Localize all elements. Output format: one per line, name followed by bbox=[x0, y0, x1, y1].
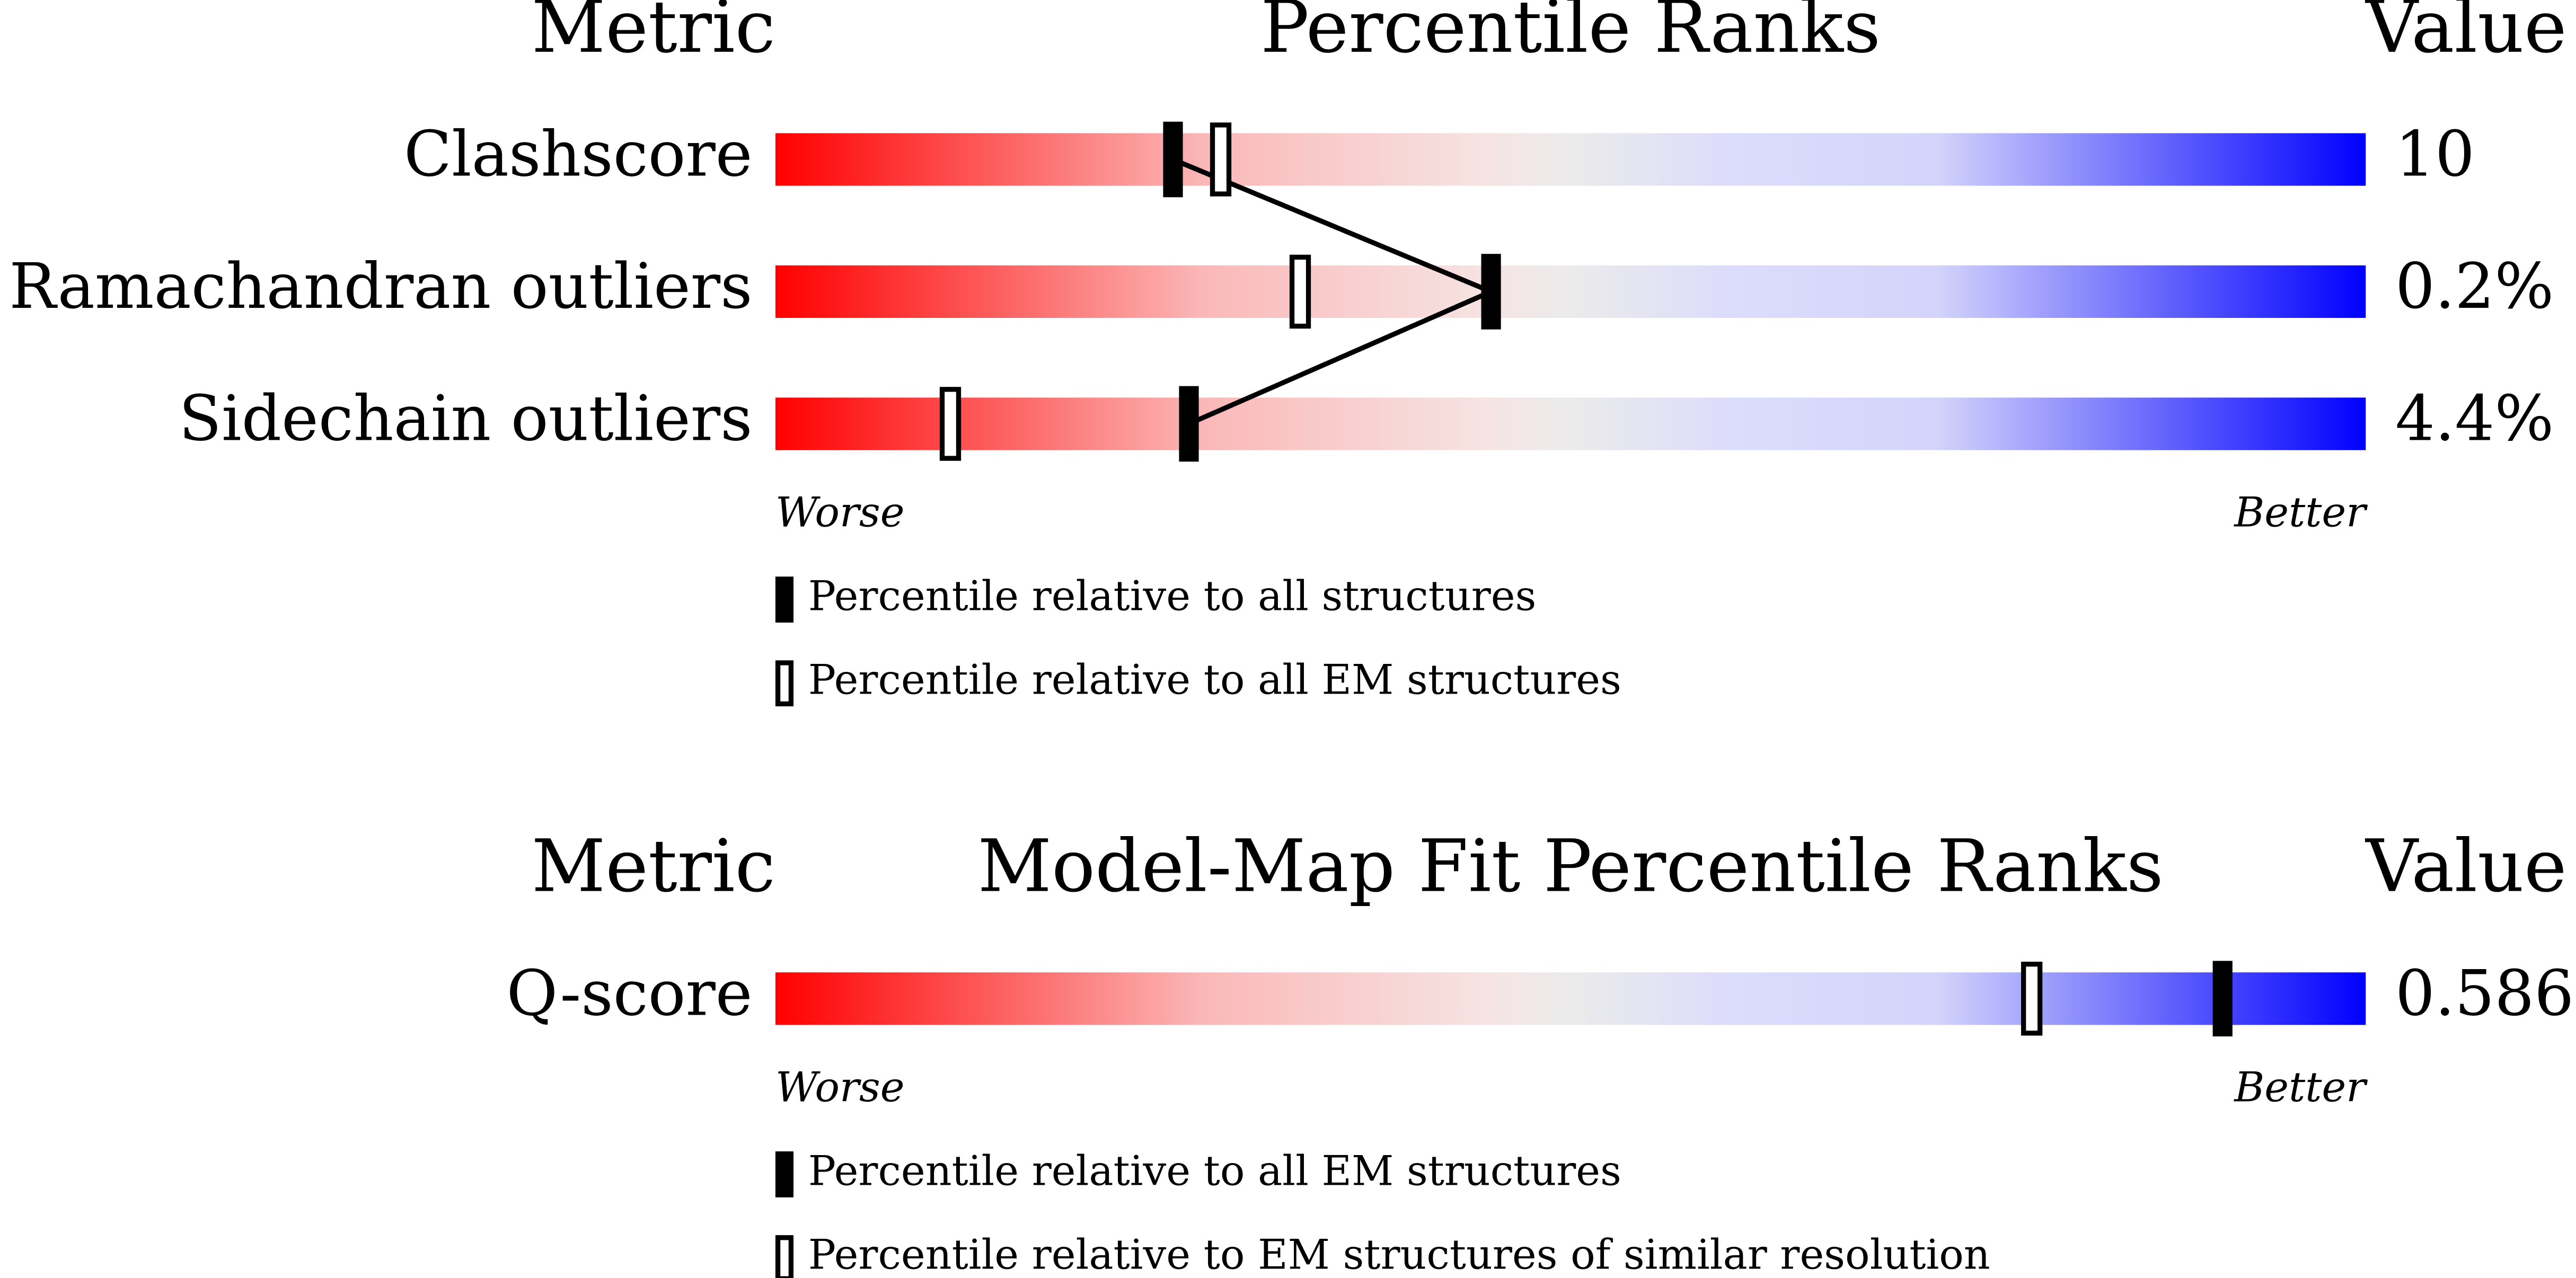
slider-bar bbox=[775, 397, 2366, 450]
percentile-marker bbox=[2212, 961, 2233, 1037]
legend-swatch bbox=[775, 1235, 794, 1278]
percentile-marker bbox=[1163, 121, 1183, 198]
legend-label: Percentile relative to all structures bbox=[808, 573, 1536, 620]
percentile-marker bbox=[1481, 254, 1501, 330]
value-header: Value bbox=[2365, 824, 2566, 909]
metric-value: 0.2% bbox=[2395, 250, 2554, 323]
slider-bar bbox=[775, 972, 2366, 1025]
metric-label: Q-score bbox=[507, 957, 753, 1030]
metric-header: Metric bbox=[532, 824, 775, 909]
percentile-marker-open bbox=[2021, 962, 2043, 1036]
better-label: Better bbox=[2233, 489, 2368, 537]
worse-label: Worse bbox=[775, 1063, 905, 1111]
percentile-marker-open bbox=[1210, 122, 1232, 197]
metric-header: Metric bbox=[532, 0, 775, 69]
metric-value: 0.586 bbox=[2395, 957, 2574, 1030]
legend-swatch bbox=[775, 576, 794, 623]
value-header: Value bbox=[2365, 0, 2566, 69]
chart-title: Model-Map Fit Percentile Ranks bbox=[977, 824, 2163, 909]
legend-swatch bbox=[775, 660, 794, 707]
metric-value: 4.4% bbox=[2395, 383, 2554, 455]
metric-label: Sidechain outliers bbox=[179, 383, 752, 455]
slider-bar bbox=[775, 133, 2366, 186]
metric-label: Ramachandran outliers bbox=[9, 250, 752, 323]
better-label: Better bbox=[2233, 1063, 2368, 1111]
percentile-marker-open bbox=[1289, 254, 1311, 329]
legend-label: Percentile relative to all EM structures bbox=[808, 656, 1621, 704]
chart-title: Percentile Ranks bbox=[1260, 0, 1881, 69]
legend-label: Percentile relative to all EM structures bbox=[808, 1147, 1621, 1195]
legend-label: Percentile relative to EM structures of … bbox=[808, 1231, 1990, 1278]
legend-swatch bbox=[775, 1151, 794, 1197]
percentile-marker bbox=[1179, 386, 1199, 462]
metric-value: 10 bbox=[2395, 118, 2475, 191]
percentile-marker-open bbox=[939, 387, 961, 461]
metric-label: Clashscore bbox=[404, 118, 753, 191]
slider-bar bbox=[775, 265, 2366, 318]
worse-label: Worse bbox=[775, 489, 905, 537]
